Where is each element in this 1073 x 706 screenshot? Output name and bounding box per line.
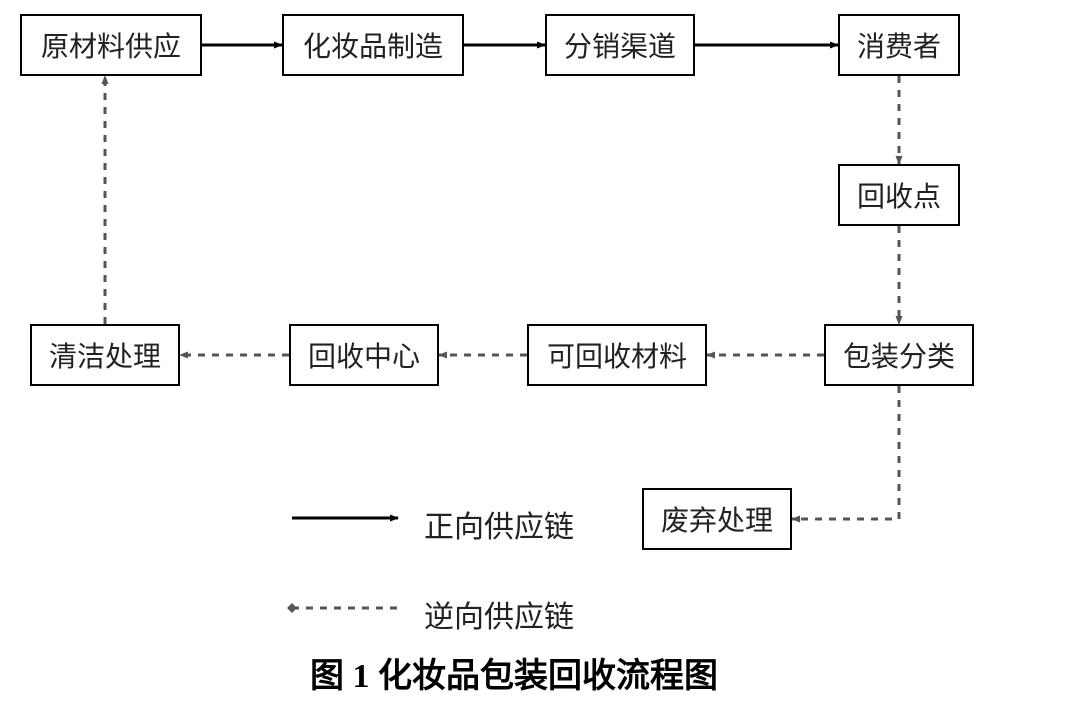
node-label: 清洁处理 bbox=[49, 335, 161, 375]
legend-label-reverse: 逆向供应链 bbox=[424, 592, 574, 636]
node-sort: 包装分类 bbox=[824, 324, 974, 386]
node-label: 化妆品制造 bbox=[303, 25, 443, 65]
node-label: 分销渠道 bbox=[564, 25, 676, 65]
node-label: 回收中心 bbox=[308, 335, 420, 375]
node-clean: 清洁处理 bbox=[30, 324, 180, 386]
edge-sort-discard bbox=[792, 386, 899, 519]
legend-label-forward: 正向供应链 bbox=[424, 502, 574, 546]
node-raw: 原材料供应 bbox=[20, 14, 202, 76]
node-label: 包装分类 bbox=[843, 335, 955, 375]
node-label: 消费者 bbox=[857, 25, 941, 65]
node-recyc: 可回收材料 bbox=[527, 324, 707, 386]
node-manuf: 化妆品制造 bbox=[282, 14, 464, 76]
node-label: 原材料供应 bbox=[41, 25, 181, 65]
flowchart-canvas: 原材料供应 化妆品制造 分销渠道 消费者回收点包装分类 可回收材料 回收中心 清洁处理废弃处… bbox=[0, 0, 1073, 706]
node-collect: 回收点 bbox=[838, 164, 960, 226]
node-label: 回收点 bbox=[857, 175, 941, 215]
node-discard: 废弃处理 bbox=[642, 488, 792, 550]
node-label: 废弃处理 bbox=[661, 499, 773, 539]
node-dist: 分销渠道 bbox=[545, 14, 695, 76]
node-center: 回收中心 bbox=[289, 324, 439, 386]
node-consumer: 消费者 bbox=[838, 14, 960, 76]
figure-caption: 图 1 化妆品包装回收流程图 bbox=[310, 648, 718, 697]
node-label: 可回收材料 bbox=[547, 335, 687, 375]
